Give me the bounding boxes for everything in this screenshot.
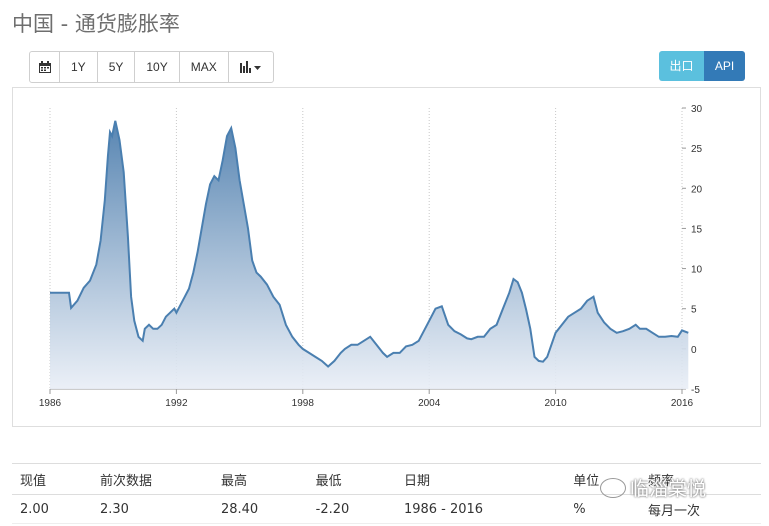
inflation-chart: 1986 1992 1998 2004 2010 2016 30 25 20 15 10 5 0 -5 [39, 104, 703, 409]
header-lowest: 最低 [307, 463, 396, 495]
header-dates: 日期 [395, 463, 566, 495]
summary-table-wrap: 现值 前次数据 最高 最低 日期 单位 频率 2.00 2.30 28.40 -… [12, 463, 761, 524]
wechat-icon [600, 477, 626, 498]
x-tick-label: 2010 [544, 398, 567, 409]
header-highest: 最高 [212, 463, 308, 495]
api-button[interactable]: API [704, 51, 745, 81]
x-tick-label: 2016 [671, 398, 694, 409]
header-previous: 前次数据 [91, 463, 213, 495]
watermark-text: 临淄棠悦 [630, 478, 707, 500]
x-tick-label: 2004 [418, 398, 441, 409]
range-1y-button[interactable]: 1Y [60, 52, 98, 82]
y-tick-label: 0 [691, 345, 697, 356]
bar-chart-dropdown-icon [239, 61, 261, 73]
header-current: 现值 [12, 463, 92, 495]
calendar-icon [38, 61, 51, 73]
action-buttons: 出口 API [659, 51, 745, 81]
calendar-button[interactable] [30, 52, 60, 82]
tick-label-layer: 1986 1992 1998 2004 2010 2016 30 25 20 15 10 5 0 -5 [39, 104, 703, 409]
export-button[interactable]: 出口 [659, 51, 704, 81]
cell-previous: 2.30 [91, 494, 213, 524]
page-title: 中国 - 通货膨胀率 [12, 12, 180, 36]
y-tick-label: 20 [691, 184, 703, 195]
range-10y-button[interactable]: 10Y [135, 52, 180, 82]
x-tick-label: 1986 [39, 398, 62, 409]
cell-dates: 1986 - 2016 [395, 494, 566, 524]
y-tick-label: 5 [691, 305, 697, 316]
y-tick-label: 15 [691, 224, 703, 235]
range-5y-button[interactable]: 5Y [98, 52, 136, 82]
watermark: 临淄棠悦 [600, 474, 706, 501]
cell-highest: 28.40 [212, 494, 308, 524]
cell-lowest: -2.20 [307, 494, 396, 524]
header-frequency: 频率 [639, 463, 761, 495]
y-tick-label: 25 [691, 144, 703, 155]
x-tick-label: 1998 [292, 398, 315, 409]
chart-type-dropdown[interactable] [229, 52, 273, 82]
chart-container: 1986 1992 1998 2004 2010 2016 30 25 20 15 10 5 0 -5 [12, 87, 761, 427]
x-tick-label: 1992 [165, 398, 188, 409]
cell-frequency: 每月一次 [639, 494, 761, 524]
inflation-series-line [50, 120, 689, 368]
y-tick-label: -5 [691, 385, 700, 396]
range-max-button[interactable]: MAX [180, 52, 229, 82]
y-tick-label: 10 [691, 265, 703, 276]
inflation-area [50, 120, 689, 390]
cell-current: 2.00 [12, 494, 92, 524]
table-header-row: 现值 前次数据 最高 最低 日期 单位 频率 [12, 463, 761, 495]
y-tick-label: 30 [691, 104, 703, 115]
summary-table: 现值 前次数据 最高 最低 日期 单位 频率 2.00 2.30 28.40 -… [12, 463, 761, 524]
table-row: 2.00 2.30 28.40 -2.20 1986 - 2016 % 每月一次 [12, 494, 761, 524]
cell-unit: % [565, 494, 640, 524]
range-toolbar: 1Y 5Y 10Y MAX [29, 51, 274, 83]
